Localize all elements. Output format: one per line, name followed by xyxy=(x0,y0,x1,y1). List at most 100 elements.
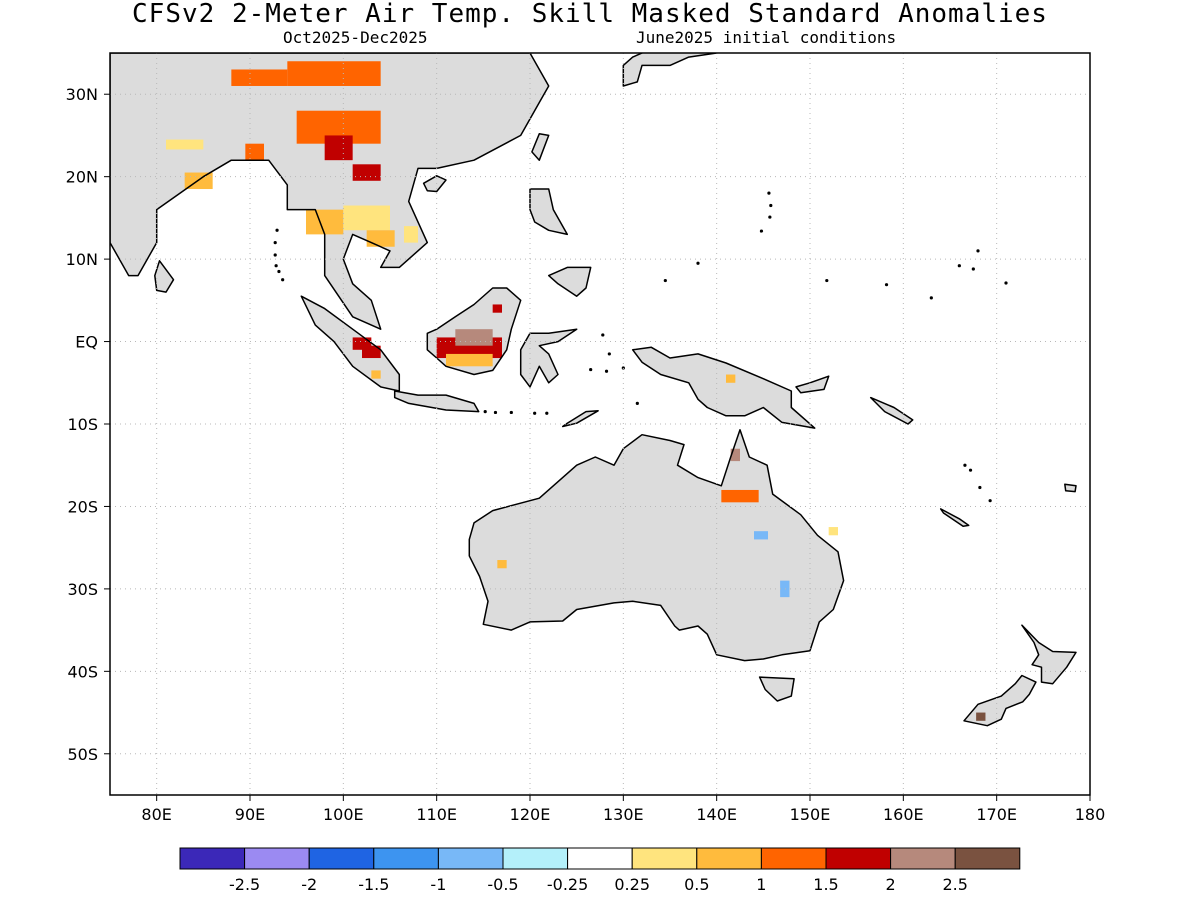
colorbar-swatch xyxy=(373,847,439,870)
coast-sri-lanka xyxy=(154,260,175,293)
page-title: CFSv2 2-Meter Air Temp. Skill Masked Sta… xyxy=(132,0,1048,29)
anomaly-cell xyxy=(324,135,353,161)
land-solomons xyxy=(870,397,913,424)
island-carolines xyxy=(696,261,700,265)
land-nz-south xyxy=(964,675,1036,726)
lon-label: 170E xyxy=(976,805,1017,824)
island-marshall xyxy=(976,249,980,253)
island-andaman xyxy=(273,253,277,257)
colorbar-label: -1 xyxy=(430,875,446,894)
coast-nz-south xyxy=(963,674,1037,727)
island-mariana xyxy=(767,191,771,195)
valid-period: Oct2025-Dec2025 xyxy=(283,28,428,47)
anomaly-cell xyxy=(976,712,986,721)
colorbar-swatch xyxy=(308,847,375,870)
anomaly-cell xyxy=(721,489,759,503)
anomaly-cell xyxy=(726,374,736,383)
colorbar-label: 1 xyxy=(756,875,766,894)
colorbar-label: -0.25 xyxy=(547,875,588,894)
initial-conditions: June2025 initial conditions xyxy=(636,28,897,47)
lat-label: 10N xyxy=(66,250,98,269)
island-maluku xyxy=(601,333,605,337)
coast-taiwan xyxy=(531,133,550,161)
island-lesser-sunda xyxy=(509,410,513,415)
coast-fiji xyxy=(1064,483,1077,493)
anomaly-cell xyxy=(166,139,204,150)
anomaly-cell xyxy=(828,527,838,536)
map-content xyxy=(109,52,1091,796)
island-maluku xyxy=(621,366,625,370)
anomaly-cell xyxy=(362,345,381,359)
colorbar-label: 0.25 xyxy=(614,875,650,894)
anomaly-cell xyxy=(352,164,381,181)
anomaly-cell xyxy=(306,209,344,235)
island-lesser-sunda xyxy=(493,410,498,415)
longitude-labels: 80E 90E 100E 110E 120E 130E 140E 150E 160E 170E 18… xyxy=(141,795,1105,824)
colorbar-swatch xyxy=(502,847,569,870)
colorbar-label: -2.5 xyxy=(229,875,260,894)
colorbar-label: -0.5 xyxy=(487,875,518,894)
island-carolines xyxy=(825,278,829,283)
colorbar-label: 1.5 xyxy=(813,875,838,894)
colorbar-label: 0.5 xyxy=(684,875,709,894)
island-vanuatu xyxy=(968,468,973,472)
lat-label: 10S xyxy=(67,415,98,434)
lon-label: 150E xyxy=(790,805,831,824)
island-marshall xyxy=(1004,281,1008,285)
island-carolines xyxy=(929,296,933,300)
lat-label: 20S xyxy=(67,497,98,516)
coast-sulawesi xyxy=(519,328,578,388)
island-vanuatu xyxy=(988,499,992,503)
coast-australia xyxy=(468,429,845,662)
island-nicobar xyxy=(281,278,285,282)
colorbar-swatch xyxy=(631,847,698,870)
map-layers xyxy=(110,53,1090,795)
anomaly-cell xyxy=(245,143,264,161)
colorbar-swatch xyxy=(179,847,246,870)
coast-new-guinea xyxy=(631,346,816,429)
island-mariana xyxy=(759,229,764,233)
land-timor xyxy=(562,410,599,427)
lon-label: 180 xyxy=(1075,805,1106,824)
latitude-labels: 30N 20N 10N EQ 10S 20S 30S 40S 50S xyxy=(66,85,110,764)
land-philippines-mindanao xyxy=(548,267,591,297)
island-marshall xyxy=(971,267,975,271)
lat-label: EQ xyxy=(75,333,98,352)
island-nicobar xyxy=(274,264,278,268)
coast-asia-mainland xyxy=(110,53,550,330)
land-honshu xyxy=(623,53,717,86)
lat-label: 30S xyxy=(67,580,98,599)
coast-java xyxy=(393,390,480,413)
anomaly-cell xyxy=(780,580,790,598)
anomaly-cell xyxy=(366,230,395,247)
colorbar-swatch xyxy=(244,847,310,870)
colorbar-swatch xyxy=(760,847,827,870)
island-marshall xyxy=(957,264,961,268)
land-sri-lanka xyxy=(154,260,174,293)
lat-label: 20N xyxy=(66,168,98,187)
coast-nz-north xyxy=(1021,624,1077,685)
anomaly-cell xyxy=(404,226,418,243)
coast-solomons xyxy=(869,396,914,425)
coast-philippines-luzon xyxy=(529,188,569,236)
island-lesser-sunda xyxy=(545,411,549,415)
island-carolines xyxy=(663,278,667,283)
lat-label: 40S xyxy=(67,662,98,681)
island-nicobar xyxy=(277,269,281,274)
lon-label: 140E xyxy=(696,805,737,824)
island-carolines xyxy=(884,283,889,287)
land-taiwan xyxy=(531,133,549,161)
anomaly-cell xyxy=(446,353,493,367)
colorbar-label: -1.5 xyxy=(358,875,389,894)
colorbar-swatch xyxy=(825,847,892,870)
colorbar-swatch xyxy=(437,847,504,870)
land-java xyxy=(394,391,479,412)
lon-label: 120E xyxy=(510,805,551,824)
coast-new-caledonia xyxy=(939,508,970,527)
lon-label: 100E xyxy=(323,805,364,824)
land-new-guinea xyxy=(632,347,815,429)
colorbar-label: 2 xyxy=(886,875,896,894)
land-australia xyxy=(469,429,844,661)
coast-new-britain xyxy=(795,375,830,394)
